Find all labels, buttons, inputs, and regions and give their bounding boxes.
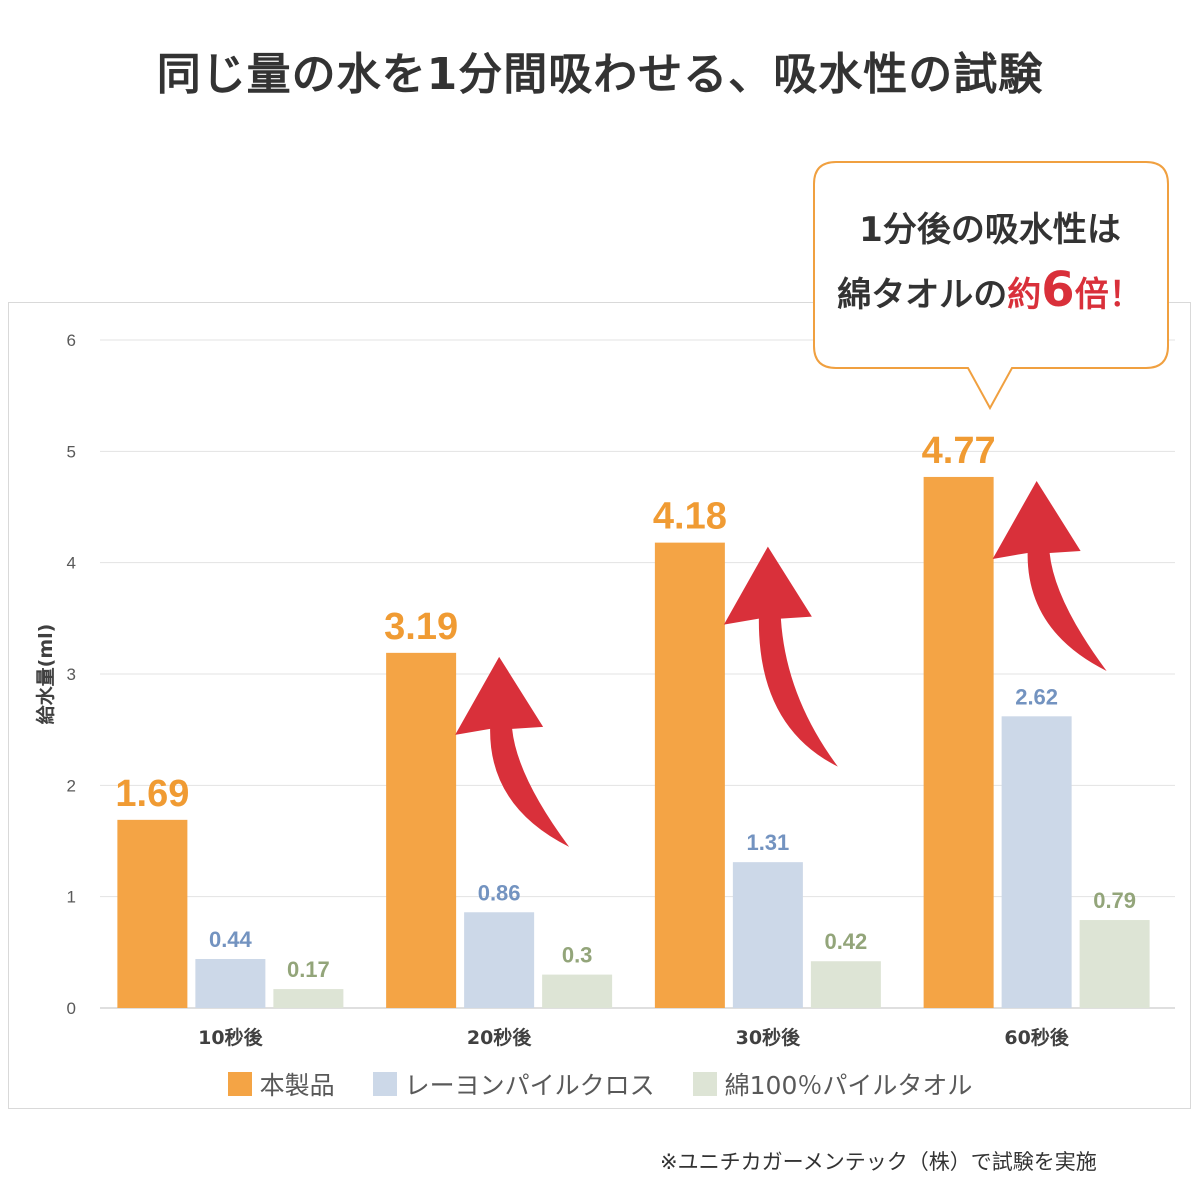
- data-label: 1.31: [746, 830, 789, 855]
- legend-swatch-series1: [227, 1072, 252, 1096]
- growth-arrow-icon: [992, 480, 1107, 671]
- bar: [1001, 716, 1072, 1008]
- y-tick-label: 5: [67, 442, 76, 461]
- data-label: 1.69: [115, 773, 189, 815]
- chart-legend: 本製品 レーヨンパイルクロス 綿100％パイルタオル: [0, 1066, 1200, 1102]
- growth-arrow-icon: [455, 656, 570, 847]
- bar: [810, 961, 881, 1008]
- bar: [117, 819, 188, 1008]
- x-tick-label: 20秒後: [467, 1026, 532, 1049]
- callout-exclaim: ！: [1108, 275, 1143, 315]
- callout-times: 倍: [1074, 275, 1109, 315]
- callout-line1: 1分後の吸水性は: [859, 210, 1121, 250]
- legend-item-series2: レーヨンパイルクロス: [372, 1066, 655, 1102]
- legend-item-series1: 本製品: [227, 1066, 335, 1102]
- y-tick-label: 1: [67, 888, 76, 907]
- bar: [732, 862, 803, 1008]
- legend-label-series2: レーヨンパイルクロス: [404, 1071, 655, 1100]
- legend-label-series1: 本製品: [259, 1071, 335, 1100]
- y-axis-label: 給水量(ml): [34, 624, 57, 725]
- bar: [195, 959, 266, 1008]
- y-tick-label: 2: [67, 776, 76, 795]
- data-label: 3.19: [384, 606, 458, 648]
- data-label: 4.18: [653, 496, 727, 538]
- growth-arrow-icon: [723, 546, 838, 767]
- legend-item-series3: 綿100％パイルタオル: [692, 1066, 973, 1102]
- data-label: 0.79: [1093, 888, 1136, 913]
- data-label: 0.17: [287, 957, 330, 982]
- data-label: 4.77: [922, 430, 996, 472]
- data-label: 0.44: [209, 927, 253, 952]
- legend-label-series3: 綿100％パイルタオル: [724, 1071, 973, 1100]
- callout-bubble: [813, 161, 1169, 411]
- bar: [654, 542, 725, 1008]
- y-tick-label: 3: [67, 665, 76, 684]
- y-tick-label: 6: [67, 331, 76, 350]
- data-label: 0.3: [562, 943, 593, 968]
- bar: [273, 989, 344, 1008]
- data-label: 0.42: [824, 929, 867, 954]
- bar: [1079, 920, 1150, 1008]
- callout-approx: 約: [1007, 275, 1042, 315]
- x-tick-label: 30秒後: [736, 1026, 801, 1049]
- data-label: 2.62: [1015, 684, 1058, 709]
- x-tick-label: 60秒後: [1004, 1026, 1069, 1049]
- callout-text: 1分後の吸水性は 綿タオルの約6倍！: [812, 200, 1168, 325]
- chart-frame: [8, 302, 1191, 1109]
- bar: [542, 974, 613, 1008]
- page-title: 同じ量の水を1分間吸わせる、吸水性の試験: [156, 49, 1044, 100]
- callout-line2: 綿タオルの約6倍！: [812, 260, 1168, 325]
- bar: [464, 912, 535, 1008]
- legend-swatch-series2: [372, 1072, 397, 1096]
- y-tick-label: 4: [67, 554, 76, 573]
- y-tick-label: 0: [67, 999, 76, 1018]
- callout-multiplier: 6: [1041, 262, 1075, 318]
- bar: [923, 476, 994, 1008]
- footnote: ※ユニチカガーメンテック（株）で試験を実施: [660, 1150, 1097, 1174]
- data-label: 0.86: [478, 880, 521, 905]
- x-tick-label: 10秒後: [198, 1026, 263, 1049]
- bar: [386, 652, 457, 1008]
- callout-prefix: 綿タオルの: [837, 275, 1008, 315]
- legend-swatch-series3: [692, 1072, 717, 1096]
